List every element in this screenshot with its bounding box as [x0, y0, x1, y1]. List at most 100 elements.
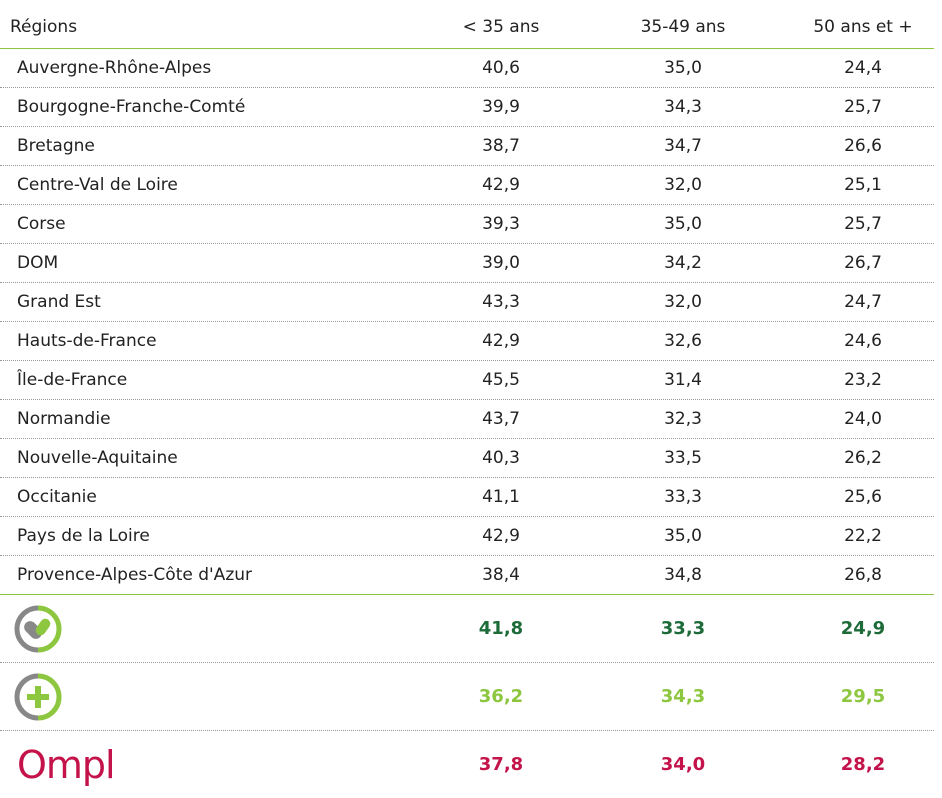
value-cell: 32,0 [664, 175, 702, 195]
row-separator [0, 87, 934, 88]
pharmacy-icon [14, 605, 62, 653]
region-name: Bretagne [17, 136, 95, 156]
value-cell: 22,2 [844, 526, 882, 546]
summary-rule [0, 594, 934, 595]
data-row: Bretagne 38,7 34,7 26,6 [0, 127, 934, 165]
region-name: Hauts-de-France [17, 331, 157, 351]
value-cell: 40,3 [482, 448, 520, 468]
data-row: Normandie 43,7 32,3 24,0 [0, 400, 934, 438]
value-cell: 23,2 [844, 370, 882, 390]
summary-row: 41,8 33,3 24,9 [0, 595, 934, 662]
value-cell: 24,0 [844, 409, 882, 429]
value-cell: 24,4 [844, 58, 882, 78]
region-name: Pays de la Loire [17, 526, 150, 546]
region-name: Normandie [17, 409, 111, 429]
row-separator [0, 730, 934, 731]
value-cell: 38,4 [482, 565, 520, 585]
row-separator [0, 516, 934, 517]
summary-value: 29,5 [840, 686, 886, 707]
row-separator [0, 321, 934, 322]
row-separator [0, 477, 934, 478]
value-cell: 24,7 [844, 292, 882, 312]
value-cell: 38,7 [482, 136, 520, 156]
region-name: DOM [17, 253, 59, 273]
value-cell: 43,7 [482, 409, 520, 429]
value-cell: 39,0 [482, 253, 520, 273]
value-cell: 25,7 [844, 214, 882, 234]
value-cell: 32,3 [664, 409, 702, 429]
value-cell: 31,4 [664, 370, 702, 390]
value-cell: 43,3 [482, 292, 520, 312]
summary-value: 36,2 [478, 686, 524, 707]
row-separator [0, 555, 934, 556]
value-cell: 33,5 [664, 448, 702, 468]
region-name: Corse [17, 214, 66, 234]
data-row: Grand Est 43,3 32,0 24,7 [0, 283, 934, 321]
header-cell: 50 ans et + [813, 17, 913, 37]
data-row: Hauts-de-France 42,9 32,6 24,6 [0, 322, 934, 360]
header-cell: 35-49 ans [640, 17, 726, 37]
row-separator [0, 165, 934, 166]
summary-value: 37,8 [478, 754, 524, 775]
value-cell: 24,6 [844, 331, 882, 351]
value-cell: 41,1 [482, 487, 520, 507]
region-name: Grand Est [17, 292, 101, 312]
value-cell: 35,0 [664, 214, 702, 234]
row-separator [0, 360, 934, 361]
region-name: Occitanie [17, 487, 97, 507]
row-separator [0, 126, 934, 127]
summary-value: 34,3 [660, 686, 706, 707]
summary-row: Ompl 37,8 34,0 28,2 [0, 731, 934, 798]
summary-value: 24,9 [840, 618, 886, 639]
value-cell: 26,8 [844, 565, 882, 585]
data-row: Pays de la Loire 42,9 35,0 22,2 [0, 517, 934, 555]
value-cell: 33,3 [664, 487, 702, 507]
data-row: Centre-Val de Loire 42,9 32,0 25,1 [0, 166, 934, 204]
data-row: DOM 39,0 34,2 26,7 [0, 244, 934, 282]
row-separator [0, 204, 934, 205]
ompl-logo: Ompl [17, 742, 116, 787]
value-cell: 35,0 [664, 58, 702, 78]
row-separator [0, 399, 934, 400]
value-cell: 42,9 [482, 331, 520, 351]
summary-value: 28,2 [840, 754, 886, 775]
value-cell: 32,6 [664, 331, 702, 351]
value-cell: 45,5 [482, 370, 520, 390]
value-cell: 42,9 [482, 526, 520, 546]
value-cell: 34,8 [664, 565, 702, 585]
summary-value: 41,8 [478, 618, 524, 639]
value-cell: 32,0 [664, 292, 702, 312]
value-cell: 39,9 [482, 97, 520, 117]
value-cell: 25,1 [844, 175, 882, 195]
summary-value: 34,0 [660, 754, 706, 775]
region-name: Centre-Val de Loire [17, 175, 178, 195]
header-row: Régions < 35 ans 35-49 ans 50 ans et + [0, 6, 934, 48]
value-cell: 34,3 [664, 97, 702, 117]
value-cell: 26,6 [844, 136, 882, 156]
row-separator [0, 438, 934, 439]
value-cell: 25,6 [844, 487, 882, 507]
row-separator [0, 282, 934, 283]
value-cell: 35,0 [664, 526, 702, 546]
value-cell: 26,2 [844, 448, 882, 468]
value-cell: 40,6 [482, 58, 520, 78]
data-row: Nouvelle-Aquitaine 40,3 33,5 26,2 [0, 439, 934, 477]
data-row: Occitanie 41,1 33,3 25,6 [0, 478, 934, 516]
health-icon [14, 673, 62, 721]
summary-value: 33,3 [660, 618, 706, 639]
value-cell: 34,7 [664, 136, 702, 156]
row-separator [0, 243, 934, 244]
data-row: Corse 39,3 35,0 25,7 [0, 205, 934, 243]
value-cell: 39,3 [482, 214, 520, 234]
data-row: Île-de-France 45,5 31,4 23,2 [0, 361, 934, 399]
data-row: Auvergne-Rhône-Alpes 40,6 35,0 24,4 [0, 49, 934, 87]
region-name: Bourgogne-Franche-Comté [17, 97, 246, 117]
region-name: Auvergne-Rhône-Alpes [17, 58, 212, 78]
data-row: Provence-Alpes-Côte d'Azur 38,4 34,8 26,8 [0, 556, 934, 594]
value-cell: 42,9 [482, 175, 520, 195]
header-rule [0, 48, 934, 49]
data-row: Bourgogne-Franche-Comté 39,9 34,3 25,7 [0, 88, 934, 126]
summary-row: 36,2 34,3 29,5 [0, 663, 934, 730]
header-cell: Régions [10, 17, 78, 37]
